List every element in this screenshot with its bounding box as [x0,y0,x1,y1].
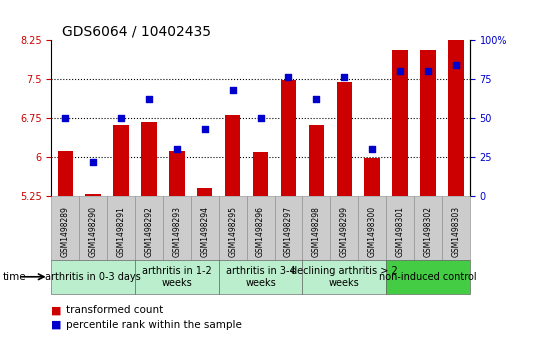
Bar [274,196,302,260]
Text: GSM1498289: GSM1498289 [60,206,70,257]
Text: transformed count: transformed count [66,305,164,315]
Text: GSM1498298: GSM1498298 [312,206,321,257]
Bar [163,196,191,260]
Point [200,126,209,132]
Bar [253,152,268,196]
Bar [336,82,352,196]
Text: percentile rank within the sample: percentile rank within the sample [66,320,242,330]
Bar [197,188,212,196]
Bar [448,31,463,196]
Point [451,62,460,68]
Text: GDS6064 / 10402435: GDS6064 / 10402435 [62,24,211,38]
Point [228,87,237,93]
Text: ■: ■ [51,320,62,330]
Text: arthritis in 3-4
weeks: arthritis in 3-4 weeks [226,266,295,288]
Bar [393,50,408,196]
Point [423,68,432,74]
Point [173,146,181,152]
Text: GSM1498290: GSM1498290 [89,206,98,257]
Text: time: time [3,272,26,282]
Bar [442,196,470,260]
Point [312,96,321,102]
Bar [58,151,73,196]
Point [284,74,293,80]
Bar [309,125,324,196]
Bar [330,196,358,260]
Text: ■: ■ [51,305,62,315]
Text: GSM1498299: GSM1498299 [340,206,349,257]
Bar [191,196,219,260]
Bar [364,158,380,196]
Bar [169,151,185,196]
Bar [225,115,240,196]
Bar [135,196,163,260]
Text: GSM1498296: GSM1498296 [256,206,265,257]
Bar [302,260,386,294]
Text: GSM1498293: GSM1498293 [172,206,181,257]
Point [256,115,265,121]
Bar [281,80,296,196]
Bar [79,196,107,260]
Bar [358,196,386,260]
Bar [85,195,101,196]
Bar [141,122,157,196]
Bar [219,196,247,260]
Point [89,159,98,164]
Text: GSM1498294: GSM1498294 [200,206,210,257]
Text: arthritis in 1-2
weeks: arthritis in 1-2 weeks [142,266,212,288]
Bar [51,196,79,260]
Bar [302,196,330,260]
Bar [51,260,135,294]
Text: GSM1498291: GSM1498291 [117,206,125,257]
Point [368,146,376,152]
Point [145,96,153,102]
Text: arthritis in 0-3 days: arthritis in 0-3 days [45,272,141,282]
Bar [219,260,302,294]
Text: GSM1498302: GSM1498302 [423,206,433,257]
Text: GSM1498301: GSM1498301 [395,206,404,257]
Text: GSM1498300: GSM1498300 [368,206,377,257]
Text: declining arthritis > 2
weeks: declining arthritis > 2 weeks [291,266,397,288]
Text: GSM1498297: GSM1498297 [284,206,293,257]
Point [61,115,70,121]
Point [396,68,404,74]
Bar [135,260,219,294]
Bar [247,196,274,260]
Text: GSM1498292: GSM1498292 [145,206,153,257]
Bar [386,260,470,294]
Bar [414,196,442,260]
Bar [113,125,129,196]
Text: GSM1498295: GSM1498295 [228,206,237,257]
Point [340,74,349,80]
Bar [386,196,414,260]
Bar [107,196,135,260]
Text: GSM1498303: GSM1498303 [451,206,460,257]
Bar [420,50,436,196]
Point [117,115,125,121]
Text: non-induced control: non-induced control [379,272,477,282]
